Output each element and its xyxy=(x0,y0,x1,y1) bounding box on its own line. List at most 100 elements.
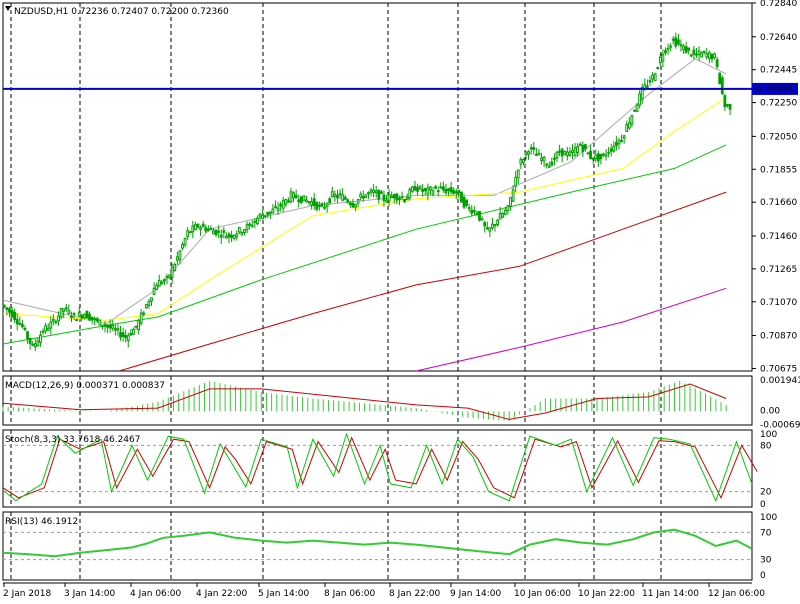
candle-body xyxy=(64,307,68,310)
candle-body xyxy=(126,335,130,342)
candle-body xyxy=(31,343,35,346)
candle-body xyxy=(444,188,448,194)
candle-body xyxy=(137,319,140,331)
time-tick-label: 3 Jan 14:00 xyxy=(64,589,116,599)
time-tick-label: 2 Jan 2018 xyxy=(3,589,51,599)
candle-body xyxy=(317,204,321,207)
candle-body xyxy=(90,316,94,320)
candle-body xyxy=(578,143,582,146)
candle-body xyxy=(310,201,314,206)
candle-body xyxy=(305,199,308,203)
price-tick-label: 0.72640 xyxy=(760,33,797,43)
candle-body xyxy=(651,74,654,80)
stoch-signal-line xyxy=(2,436,758,500)
candle-body xyxy=(201,223,205,228)
price-tick-label: 0.71855 xyxy=(760,165,797,175)
candle-body xyxy=(178,250,182,261)
candle-body xyxy=(144,304,148,309)
candle-body xyxy=(488,227,492,232)
candle-body xyxy=(284,199,288,205)
candle-body xyxy=(219,234,223,238)
stoch-label: Stoch(8,3,3) 33.7618 46.2467 xyxy=(5,435,140,445)
rsi-tick-label: 30 xyxy=(760,556,772,566)
candle-body xyxy=(18,322,22,325)
candle-body xyxy=(514,176,518,187)
candle-body xyxy=(108,324,112,329)
candle-body xyxy=(702,50,706,54)
candle-body xyxy=(483,222,487,227)
candle-body xyxy=(679,44,683,47)
candle-body xyxy=(687,47,691,51)
candle-body xyxy=(183,237,187,246)
candle-body xyxy=(723,95,727,108)
candle-body xyxy=(372,189,376,193)
candle-body xyxy=(431,190,435,195)
candle-body xyxy=(599,153,603,160)
candle-body xyxy=(95,318,99,322)
candle-body xyxy=(718,72,722,85)
candle-body xyxy=(36,340,40,347)
candle-body xyxy=(534,153,538,156)
candle-body xyxy=(547,165,551,168)
current-price-label: 0.72331 xyxy=(756,85,793,95)
candle-body xyxy=(243,229,246,234)
candle-body xyxy=(537,152,541,156)
macd-signal-line xyxy=(2,383,727,420)
price-tick-label: 0.70870 xyxy=(760,332,797,342)
candle-body xyxy=(627,122,631,129)
candle-body xyxy=(209,228,213,231)
candle-body xyxy=(395,193,399,201)
candle-body xyxy=(106,324,110,328)
candle-body xyxy=(669,45,673,48)
candle-body xyxy=(586,152,590,155)
candle-body xyxy=(705,53,709,58)
candle-body xyxy=(72,313,76,316)
candle-body xyxy=(418,185,422,190)
candle-body xyxy=(367,192,370,195)
candle-body xyxy=(720,77,724,95)
candle-body xyxy=(480,218,484,221)
time-tick-label: 10 Jan 22:00 xyxy=(578,589,635,599)
moving-average-3 xyxy=(119,191,727,372)
candle-body xyxy=(485,227,489,230)
candle-body xyxy=(617,139,621,145)
candle-body xyxy=(475,212,479,215)
candle-body xyxy=(294,194,298,199)
candle-body xyxy=(645,85,649,88)
candle-body xyxy=(398,198,401,201)
candle-body xyxy=(658,56,662,64)
candle-body xyxy=(274,206,277,209)
candle-body xyxy=(168,274,171,279)
candle-body xyxy=(604,154,608,157)
candle-body xyxy=(165,275,169,279)
candle-body xyxy=(421,188,425,192)
moving-average-1 xyxy=(2,97,727,321)
candle-body xyxy=(111,325,115,329)
candle-body xyxy=(88,313,91,321)
candle-body xyxy=(472,210,476,213)
time-tick-label: 12 Jan 06:00 xyxy=(708,589,765,599)
candle-body xyxy=(356,199,360,204)
candle-body xyxy=(408,189,412,199)
candle-body xyxy=(163,279,166,282)
moving-average-0 xyxy=(2,58,727,325)
candle-body xyxy=(522,159,525,163)
candle-body xyxy=(320,203,324,207)
candle-body xyxy=(374,190,378,194)
candle-body xyxy=(98,319,102,326)
candle-body xyxy=(299,196,303,204)
candle-body xyxy=(113,328,117,331)
candle-body xyxy=(684,46,688,54)
rsi-tick-label: 0 xyxy=(760,571,766,581)
stoch-tick-label: 80 xyxy=(760,441,772,451)
candle-body xyxy=(728,103,732,110)
candle-body xyxy=(307,201,311,204)
candle-body xyxy=(501,213,505,218)
candle-body xyxy=(93,318,97,321)
candle-body xyxy=(33,343,37,348)
candle-body xyxy=(348,202,352,206)
candle-body xyxy=(612,146,616,152)
candle-body xyxy=(248,223,252,226)
candle-body xyxy=(235,233,239,238)
stoch-tick-label: 0 xyxy=(760,500,766,510)
